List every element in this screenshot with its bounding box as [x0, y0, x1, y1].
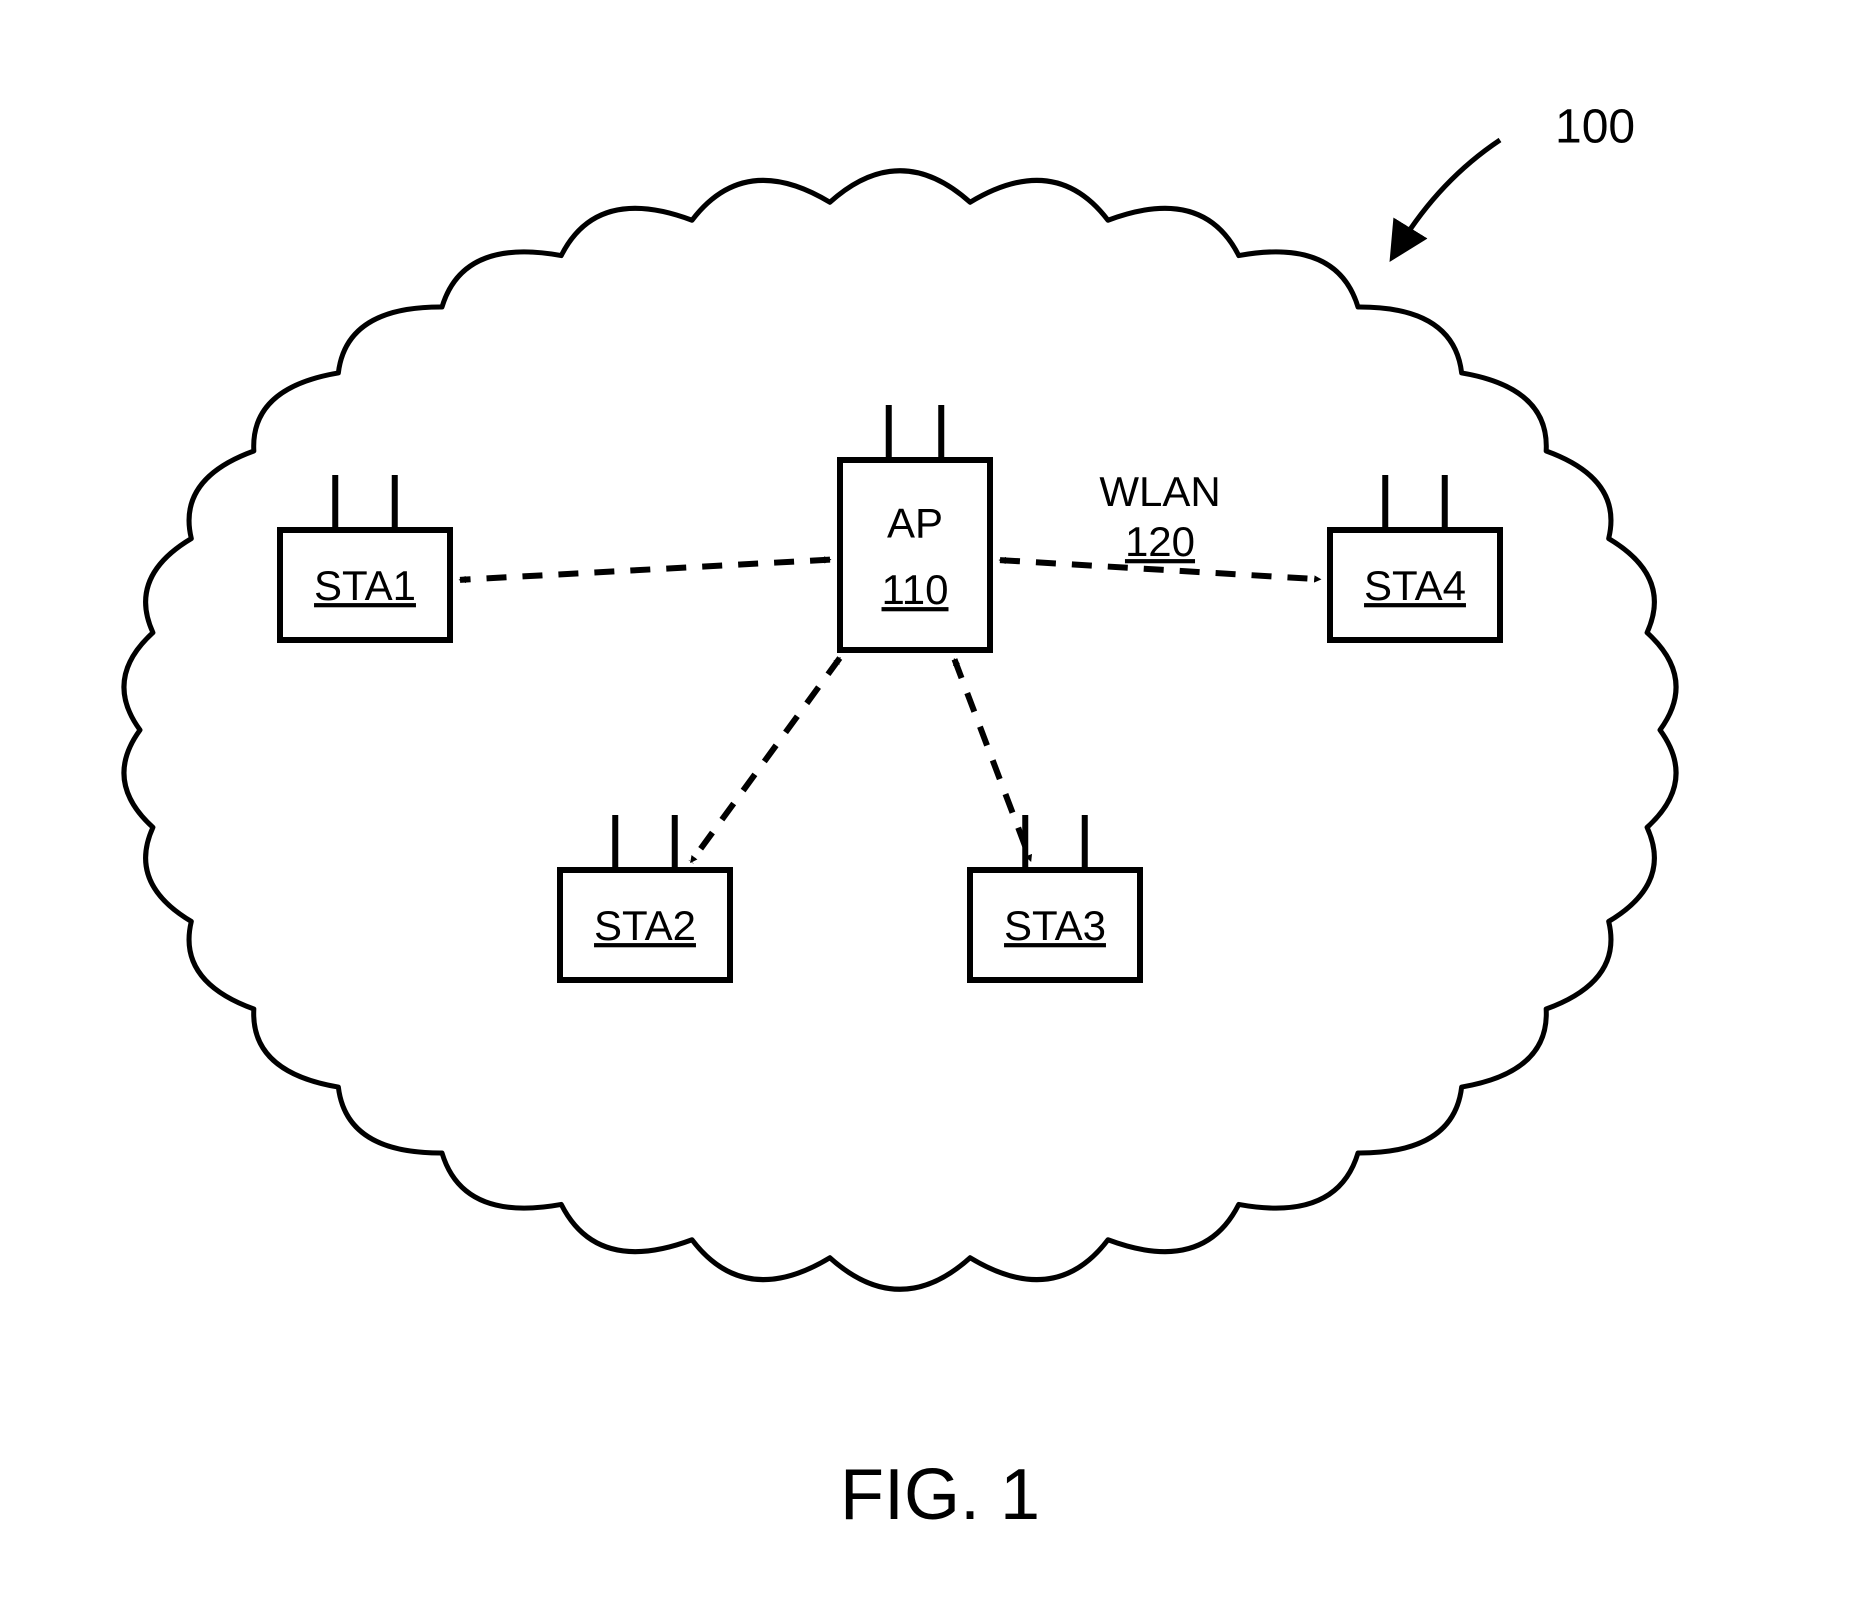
node-label-ap: AP [887, 500, 943, 547]
edge-ap-sta3 [954, 659, 1030, 860]
node-sta3: STA3 [970, 815, 1140, 980]
node-label-sta2: STA2 [594, 902, 696, 949]
wlan-id: 120 [1125, 518, 1195, 565]
node-sta1: STA1 [280, 475, 450, 640]
node-label-sta1: STA1 [314, 562, 416, 609]
node-sta4: STA4 [1330, 475, 1500, 640]
node-box-ap [840, 460, 990, 650]
wlan-cloud [124, 171, 1676, 1290]
node-label-sta4: STA4 [1364, 562, 1466, 609]
figure-ref-arrow [1400, 140, 1500, 245]
edge-ap-sta2 [691, 658, 840, 862]
node-sublabel-ap: 110 [882, 566, 949, 613]
figure-caption: FIG. 1 [840, 1455, 1040, 1535]
node-label-sta3: STA3 [1004, 902, 1106, 949]
edge-ap-sta1 [460, 560, 830, 580]
figure-ref-label: 100 [1555, 101, 1635, 154]
wlan-label: WLAN [1099, 468, 1220, 515]
node-ap: AP 110 [840, 405, 990, 650]
